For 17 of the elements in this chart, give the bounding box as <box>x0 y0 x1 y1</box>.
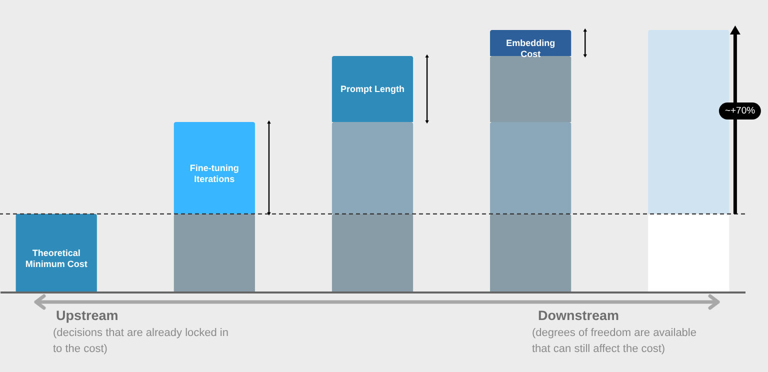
bar <box>332 56 414 122</box>
bar <box>490 214 572 292</box>
bar <box>174 122 255 214</box>
text: (decisions that are already locked in to the cost) <box>53 326 230 357</box>
text: (degrees of freedom are available that can still affect the cost) <box>532 326 698 357</box>
bar <box>174 214 255 292</box>
annotation: Fine-tuning Iterations <box>190 162 239 184</box>
annotation: ~+70% <box>718 102 762 120</box>
annotation: Embedding Cost <box>506 38 556 59</box>
bar <box>490 122 572 214</box>
bar <box>332 122 414 214</box>
text: Upstream <box>56 308 118 323</box>
text: Downstream <box>538 308 620 323</box>
annotation: Prompt Length <box>340 84 404 94</box>
annotation: Theoretical Minimum Cost <box>25 248 88 269</box>
bar <box>332 214 414 292</box>
bar <box>648 214 730 292</box>
